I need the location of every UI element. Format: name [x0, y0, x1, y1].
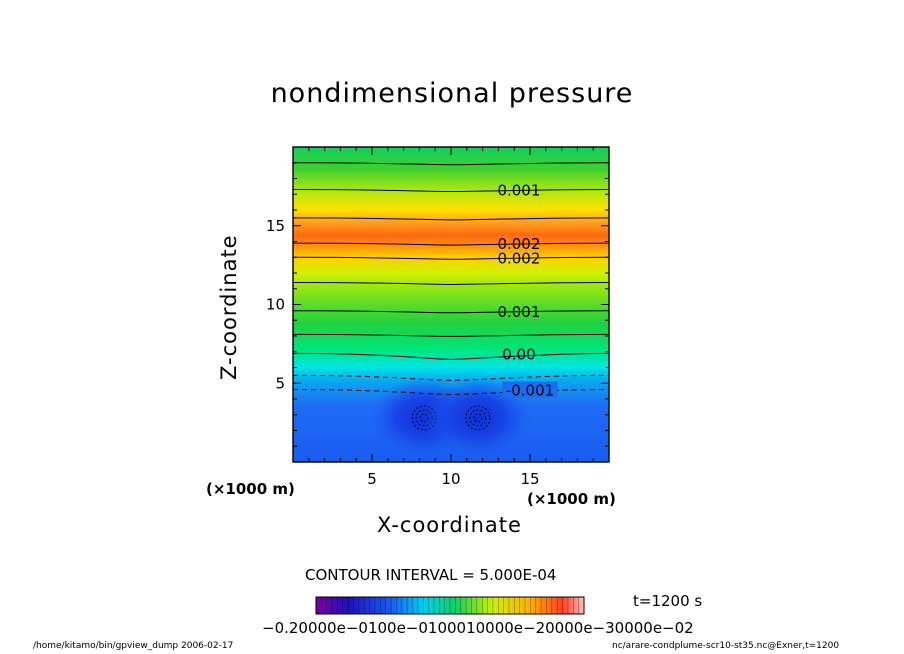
- low-center-contour: [473, 413, 483, 423]
- contour-lines: [293, 162, 609, 396]
- footer-left: /home/kitamo/bin/gpview_dump 2006-02-17: [33, 641, 234, 651]
- y-tick-label: 10: [266, 296, 285, 314]
- contour-line: [293, 281, 609, 285]
- contour-line: [293, 189, 609, 193]
- axis-ticks: [293, 147, 609, 462]
- x-tick-label: 5: [367, 470, 377, 488]
- x-tick-label: 10: [441, 470, 460, 488]
- time-label: t=1200 s: [633, 592, 703, 610]
- contour-line: [293, 242, 609, 246]
- contour-label-bg: [502, 381, 558, 398]
- footer-right: nc/arare-condplume-scr10-st35.nc@Exner,t…: [612, 641, 840, 651]
- contour-line: [293, 217, 609, 221]
- contour-label: 0.001: [497, 303, 540, 321]
- contour-line-negative: [293, 374, 609, 381]
- low-center-fill: [422, 377, 533, 458]
- colorbar-labels: −0.20000e−0100e−0100010000e−20000e−30000…: [262, 619, 694, 637]
- contour-line: [293, 162, 609, 166]
- x-unit-label-secondary: (×1000 m): [527, 490, 616, 508]
- contour-label: 0.002: [497, 235, 540, 253]
- pressure-field: [293, 147, 609, 462]
- tick-labels: 5 10 15 5 10 15: [266, 217, 540, 488]
- y-axis-label: Z-coordinate: [217, 234, 241, 380]
- chart-title: nondimensional pressure: [270, 78, 634, 109]
- contour-label: 0.00: [502, 345, 535, 363]
- low-center-contour: [469, 409, 487, 427]
- contour-label: 0.002: [497, 249, 540, 267]
- y-tick-label: 15: [266, 217, 285, 235]
- contour-interval: CONTOUR INTERVAL = 5.000E-04: [305, 566, 557, 584]
- contour-line: [293, 352, 609, 360]
- low-center-contour: [465, 405, 491, 431]
- contour-line: [293, 310, 609, 314]
- contour-label: -0.001: [506, 382, 554, 400]
- contour-line: [293, 333, 609, 337]
- colorbar-ticks: [315, 597, 585, 614]
- x-tick-label: 15: [520, 470, 539, 488]
- x-axis-label: X-coordinate: [377, 513, 522, 537]
- low-pressure-centers: [369, 377, 533, 458]
- x-unit-label: (×1000 m): [206, 480, 295, 498]
- contour-label: 0.001: [497, 182, 540, 200]
- contour-line: [293, 256, 609, 260]
- y-tick-label: 5: [275, 374, 285, 392]
